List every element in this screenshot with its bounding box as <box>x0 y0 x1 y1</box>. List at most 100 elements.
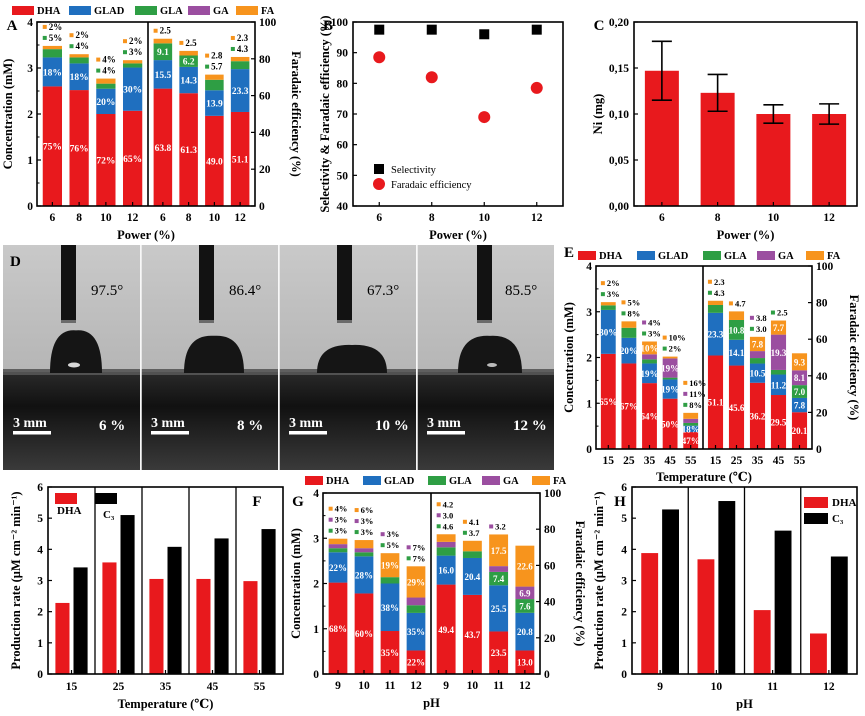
y-tick-label: 80 <box>337 78 349 90</box>
mini-swatch-gla <box>122 50 127 55</box>
mini-swatch-fa <box>96 57 101 62</box>
y-tick-label: 4 <box>313 488 319 500</box>
data-label: 4% <box>102 55 116 65</box>
y-axis-title: Selectivity & Faradaic efficiency (%) <box>318 15 332 212</box>
mini-swatch-fa <box>354 508 359 513</box>
x-tick-label: 25 <box>731 455 743 467</box>
y-axis-title: Concentration (mM) <box>562 302 576 413</box>
panel-letter: E <box>564 245 574 261</box>
legend-swatch-ga <box>188 6 210 15</box>
mini-swatch-ga <box>354 519 359 524</box>
y2-tick-label: 20 <box>259 164 271 176</box>
mini-swatch-gla <box>42 35 47 40</box>
contact-angle-photo: 97.5° 3 mm 6 % <box>3 245 140 470</box>
bar-segment-glad <box>96 88 116 114</box>
x-tick-label: 15 <box>603 455 615 467</box>
power-label: 8 % <box>237 418 263 434</box>
mini-swatch-gla <box>707 290 712 295</box>
x-axis-title: pH <box>736 697 753 711</box>
data-label: 2.3 <box>714 277 725 287</box>
x-axis-title: pH <box>423 696 440 710</box>
y-tick-label: 3 <box>27 63 33 75</box>
legend: DHA GLAD GLA GA FA <box>578 251 841 262</box>
legend-swatch-glad <box>637 251 655 260</box>
y-tick-label: 70 <box>337 109 349 121</box>
data-label: 11.2 <box>771 380 787 390</box>
mini-swatch-fa <box>621 300 626 305</box>
bar-segment-dha <box>230 111 250 206</box>
data-label: 38% <box>381 603 399 613</box>
bar-segment-gla <box>600 305 616 310</box>
data-label: 18% <box>682 424 700 434</box>
legend-swatch-fa <box>806 251 824 260</box>
bar-segment-gla <box>621 327 637 338</box>
bar-segment-dha <box>770 395 787 449</box>
bar-segment-gla <box>489 571 509 586</box>
bar-segment-dha <box>791 412 808 449</box>
y-axis-title: Concentration (mM) <box>1 59 15 170</box>
water-droplet <box>184 335 244 373</box>
data-label: 18% <box>43 68 62 78</box>
y2-tick-label: 60 <box>544 560 556 572</box>
needle <box>199 245 214 323</box>
data-label: 7.0 <box>794 387 806 397</box>
mini-swatch-gla <box>436 524 441 529</box>
faradaic-point <box>530 81 543 94</box>
data-label: 4% <box>648 317 661 327</box>
plot-frame <box>36 21 256 207</box>
scale-bar <box>151 431 189 435</box>
mini-swatch-fa <box>122 39 127 44</box>
plot-frame <box>595 265 813 450</box>
data-label: 7.8 <box>752 339 764 349</box>
panel-letter: C <box>594 18 605 34</box>
mini-swatch-gla <box>380 543 385 548</box>
x-axis-title: Power (%) <box>429 228 487 242</box>
bar-segment-ga <box>749 351 766 359</box>
bar-dha <box>196 578 211 674</box>
data-label: 19% <box>381 561 399 571</box>
x-tick-label: 12 <box>531 212 543 224</box>
y-tick-label: 90 <box>337 48 349 60</box>
data-label: 2.5 <box>160 26 172 36</box>
data-label: 4.2 <box>443 499 454 509</box>
bar-segment-dha <box>354 593 374 674</box>
legend-label-dha: DHA <box>326 476 350 487</box>
bar-segment-dha <box>642 383 657 449</box>
bar-segment-glad <box>436 555 456 585</box>
data-label: 7.6 <box>519 601 531 611</box>
faradaic-point <box>478 111 491 124</box>
data-label: 10.8 <box>729 325 745 335</box>
data-label: 2.5 <box>777 308 788 318</box>
water-droplet <box>317 344 387 373</box>
legend-selectivity-label: Selectivity <box>391 165 437 176</box>
data-label: 9.3 <box>794 357 806 367</box>
x-tick-label: 55 <box>794 455 806 467</box>
selectivity-point <box>374 24 385 35</box>
droplet-highlight <box>487 363 497 367</box>
contact-angle-label: 85.5° <box>505 283 537 299</box>
y-tick-label: 0,05 <box>609 155 629 167</box>
x-axis-title: Temperature (℃) <box>656 470 752 484</box>
y-tick-label: 0,15 <box>609 63 629 75</box>
bar-c3 <box>167 546 182 674</box>
x-tick-label: 8 <box>186 212 192 224</box>
bar-segment-glad <box>230 69 250 112</box>
panel-A: DHA GLAD GLA GA FA01234020406080100Concentra… <box>1 6 303 242</box>
y-tick-label: 4 <box>27 17 33 29</box>
bar-segment-dha <box>42 86 63 206</box>
contact-angle-photo: 67.3° 3 mm 10 % <box>278 245 416 470</box>
legend-label-fa: FA <box>827 251 841 262</box>
mini-swatch-gla <box>205 64 210 69</box>
data-label: 76% <box>70 145 89 155</box>
data-label: 9.1 <box>157 48 169 58</box>
legend-label-glad: GLAD <box>94 6 125 17</box>
y2-tick-label: 0 <box>259 201 265 213</box>
bar <box>812 114 847 206</box>
y2-tick-label: 80 <box>816 298 828 310</box>
panel-C: 0,00 0,05 0,10 0,15 0,20 6 8 10 12 Ni (mg) Power (… <box>591 17 847 242</box>
y-tick-label: 2 <box>37 607 43 619</box>
x-tick-label: 8 <box>76 212 82 224</box>
bar-segment-gla <box>380 577 400 584</box>
data-label: 63.8 <box>155 144 172 154</box>
